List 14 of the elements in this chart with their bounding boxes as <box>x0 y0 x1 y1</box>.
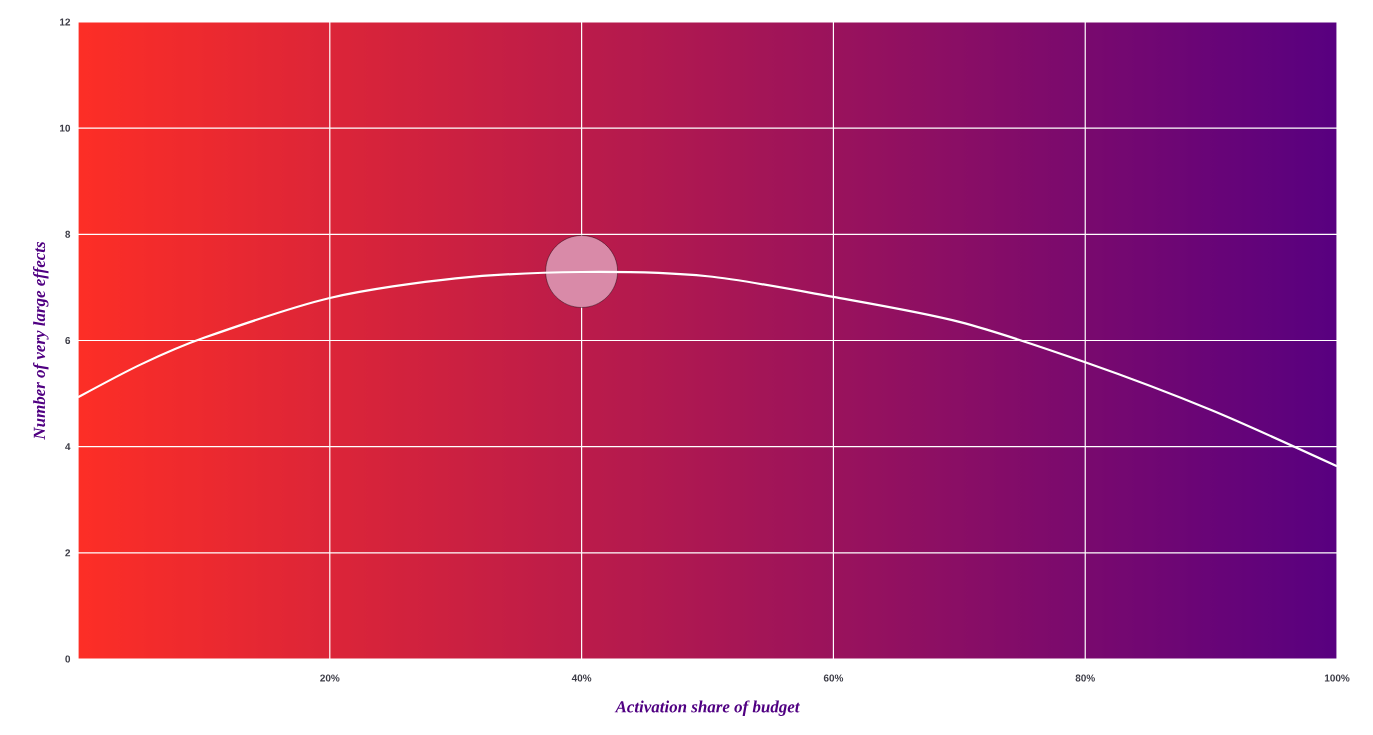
y-tick-label: 10 <box>60 124 71 132</box>
x-tick-label: 100% <box>1324 674 1350 682</box>
y-tick-label: 2 <box>65 549 71 557</box>
x-tick-label: 80% <box>1075 674 1095 682</box>
y-tick-label: 12 <box>60 18 71 26</box>
y-tick-label: 8 <box>65 230 71 238</box>
x-axis-title: Activation share of budget <box>614 700 800 716</box>
y-tick-label: 4 <box>65 443 71 451</box>
y-tick-label: 0 <box>65 655 71 663</box>
x-tick-label: 20% <box>320 674 340 682</box>
y-axis-title: Number of very large effects <box>32 241 49 440</box>
y-tick-label: 6 <box>65 336 71 345</box>
x-tick-label: 40% <box>571 674 592 682</box>
x-tick-label: 60% <box>823 674 844 682</box>
